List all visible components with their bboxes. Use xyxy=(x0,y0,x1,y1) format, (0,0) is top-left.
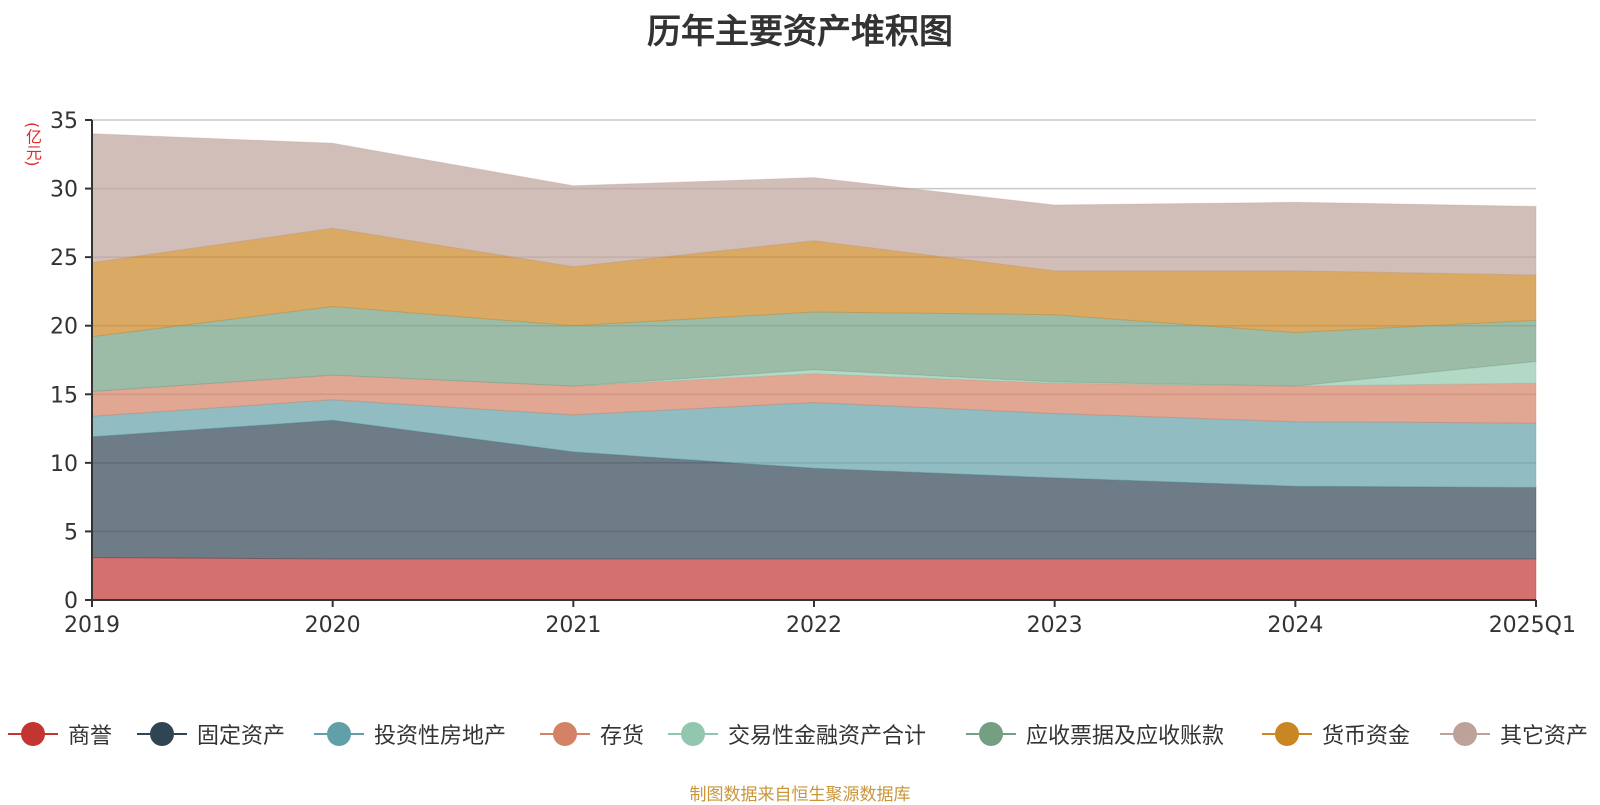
x-tick-label: 2025Q1 xyxy=(1489,613,1576,638)
y-tick-label: 30 xyxy=(50,178,78,203)
legend: 商誉 固定资产 投资性房地产 存货 交易性金融资产合计 应收票据及应收账款 货币资金 其它资产 xyxy=(0,716,1600,752)
x-tick-label: 2019 xyxy=(64,613,120,638)
legend-label: 存货 xyxy=(600,724,645,749)
legend-label: 应收票据及应收账款 xyxy=(1026,724,1225,749)
legend-dot-icon xyxy=(1453,722,1477,746)
legend-dot-icon xyxy=(1275,722,1299,746)
legend-item[interactable]: 存货 xyxy=(540,716,644,752)
x-tick-label: 2022 xyxy=(786,613,842,638)
legend-item[interactable]: 货币资金 xyxy=(1262,716,1410,752)
y-tick-label: 0 xyxy=(64,589,78,614)
legend-marker-icon xyxy=(668,719,718,749)
legend-item[interactable]: 投资性房地产 xyxy=(314,716,506,752)
axes xyxy=(85,119,1537,607)
area-series-0 xyxy=(91,556,1537,601)
area-series-4 xyxy=(91,360,1537,392)
x-tick-label: 2024 xyxy=(1267,613,1323,638)
x-tick-label: 2023 xyxy=(1027,613,1083,638)
legend-label: 商誉 xyxy=(68,724,113,749)
legend-dot-icon xyxy=(681,722,705,746)
legend-label: 其它资产 xyxy=(1500,724,1589,749)
y-tick-label: 15 xyxy=(50,383,78,408)
legend-label: 固定资产 xyxy=(197,724,286,749)
legend-dot-icon xyxy=(21,722,45,746)
y-tick-label: 35 xyxy=(50,109,78,134)
y-tick-label: 5 xyxy=(64,520,78,545)
y-tick-label: 10 xyxy=(50,452,78,477)
legend-item[interactable]: 商誉 xyxy=(8,716,112,752)
area-series-1 xyxy=(91,419,1537,560)
legend-item[interactable]: 应收票据及应收账款 xyxy=(966,716,1224,752)
chart-title: 历年主要资产堆积图 xyxy=(647,12,953,52)
legend-marker-icon xyxy=(314,719,364,749)
stacked-area-chart: 0 5 10 15 20 25 30 35 2019 2020 2021 2022 2023 2024 20… xyxy=(50,109,1576,638)
legend-label: 投资性房地产 xyxy=(374,724,507,749)
x-tick-label: 2021 xyxy=(545,613,601,638)
legend-marker-icon xyxy=(966,719,1016,749)
legend-marker-icon xyxy=(1440,719,1490,749)
y-tick-label: 20 xyxy=(50,315,78,340)
legend-marker-icon xyxy=(8,719,58,749)
area-series-7 xyxy=(91,133,1537,276)
y-axis-unit-label: (亿元) xyxy=(23,122,42,167)
legend-marker-icon xyxy=(137,719,187,749)
legend-dot-icon xyxy=(553,722,577,746)
legend-item[interactable]: 交易性金融资产合计 xyxy=(668,716,926,752)
legend-label: 货币资金 xyxy=(1322,724,1411,749)
tick-labels: 0 5 10 15 20 25 30 35 2019 2020 2021 2022 2023 2024 20… xyxy=(50,109,1576,638)
source-note: 制图数据来自恒生聚源数据库 xyxy=(689,785,911,805)
x-tick-label: 2020 xyxy=(305,613,361,638)
legend-marker-icon xyxy=(540,719,590,749)
y-tick-label: 25 xyxy=(50,246,78,271)
legend-item[interactable]: 固定资产 xyxy=(137,716,285,752)
legend-marker-icon xyxy=(1262,719,1312,749)
area-series xyxy=(91,133,1537,601)
legend-dot-icon xyxy=(150,722,174,746)
legend-item[interactable]: 其它资产 xyxy=(1440,716,1588,752)
legend-dot-icon xyxy=(979,722,1003,746)
legend-label: 交易性金融资产合计 xyxy=(728,724,927,749)
legend-dot-icon xyxy=(327,722,351,746)
